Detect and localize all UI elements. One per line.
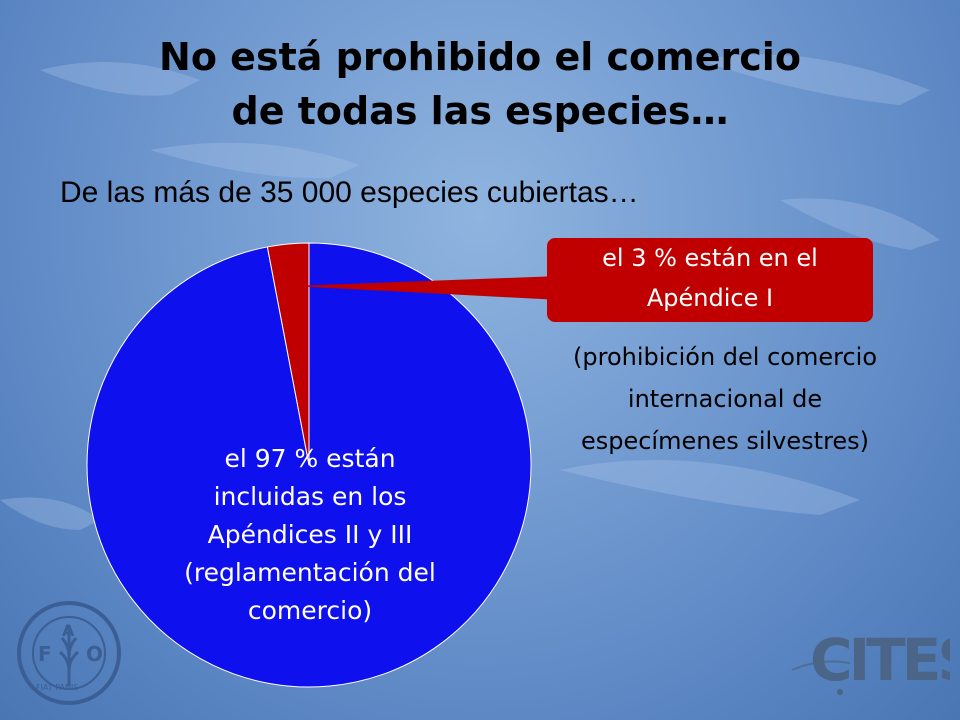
fish-silhouette (40, 62, 200, 96)
pie-label-large-slice: el 97 % están incluidas en los Apéndices… (150, 440, 470, 630)
fao-logo: F A O FIAT PANIS (17, 601, 121, 705)
slide-title: No está prohibido el comercio de todas l… (0, 30, 960, 138)
pie-label-line: incluidas en los (213, 482, 407, 511)
callout-note: (prohibición del comercio internacional … (515, 336, 935, 462)
fish-silhouette (560, 460, 860, 515)
fish-silhouette (0, 497, 100, 530)
slide-subtitle: De las más de 35 000 especies cubiertas… (60, 176, 639, 209)
note-line: especímenes silvestres) (580, 427, 870, 455)
svg-text:O: O (86, 642, 103, 666)
pie-label-line: el 97 % están (224, 444, 396, 473)
note-line: internacional de (627, 385, 823, 413)
fish-silhouette (150, 142, 360, 179)
cites-logo: CITES (791, 626, 950, 695)
fish-silhouette (780, 198, 940, 250)
pie-label-line: comercio) (247, 596, 373, 625)
pie-label-line: Apéndices II y III (207, 520, 413, 549)
svg-text:FIAT PANIS: FIAT PANIS (36, 683, 78, 692)
svg-text:CITES: CITES (810, 626, 950, 694)
pie-label-line: (reglamentación del (184, 558, 436, 587)
fish-silhouette (700, 54, 930, 105)
callout-line: Apéndice I (646, 284, 774, 312)
title-line-1: No está prohibido el comercio (159, 35, 801, 79)
note-line: (prohibición del comercio (573, 343, 877, 371)
callout-line: el 3 % están en el (602, 244, 818, 272)
callout-small-slice: el 3 % están en el Apéndice I (547, 238, 873, 322)
title-line-2: de todas las especies… (231, 89, 729, 133)
svg-text:A: A (62, 621, 75, 640)
svg-text:F: F (38, 642, 52, 666)
